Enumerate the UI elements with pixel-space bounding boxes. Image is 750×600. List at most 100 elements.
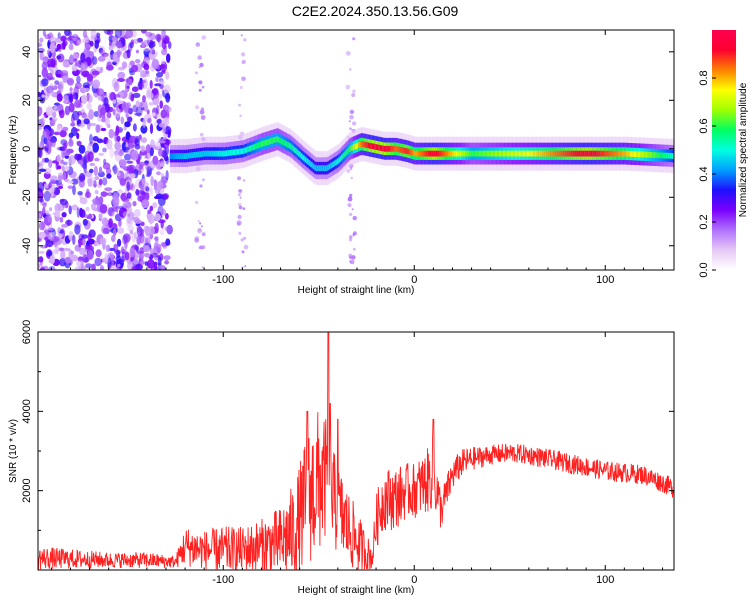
- spectrogram-noise-point: [163, 37, 169, 45]
- spectrogram-noise-point: [162, 133, 169, 137]
- spectrogram-ridge-cell: [661, 152, 664, 159]
- spectrogram-noise-point: [115, 125, 120, 136]
- spectrogram-noise-point: [99, 265, 105, 270]
- spectrogram-noise-point: [152, 155, 159, 166]
- spectrogram-ridge-cell: [377, 144, 380, 151]
- spectrogram-ridge-cell: [557, 150, 560, 157]
- spectrogram-noise-point: [145, 70, 150, 75]
- spectrogram-ridge-cell: [467, 150, 471, 157]
- spectrogram-ridge-cell: [216, 150, 219, 157]
- spectrogram-ridge-cell: [470, 150, 473, 157]
- spectrogram-ridge-cell: [298, 150, 301, 157]
- spectrogram-ridge-cell: [553, 150, 556, 157]
- spectrogram-ridge-cell: [629, 151, 632, 157]
- spectrogram-ridge-cell: [542, 150, 545, 157]
- spectrogram-noise-point: [94, 257, 102, 267]
- spectrogram-ridge-cell: [342, 153, 345, 160]
- spectrogram-noise-point: [62, 61, 70, 68]
- spectrogram-noise-point: [44, 142, 49, 153]
- spectrogram-ridge-cell: [267, 139, 270, 145]
- spectrogram-ridge-cell: [295, 148, 298, 155]
- spectrogram-noise-point: [160, 63, 166, 69]
- spectrogram-ridge-cell: [236, 149, 239, 155]
- spectrogram-ridge-cell: [350, 145, 353, 152]
- spectrogram-streak-point: [349, 259, 355, 265]
- spectrogram-noise-point: [44, 34, 52, 40]
- spectrogram-noise-point: [144, 252, 151, 258]
- spectrogram-ridge-cell: [197, 151, 201, 158]
- spectrogram-ridge-cell: [417, 150, 420, 157]
- spectrogram-ridge-cell: [525, 150, 528, 157]
- spectrogram-ridge-cell: [465, 150, 468, 157]
- spectrogram-noise-point: [99, 69, 103, 74]
- spectrogram-ridge-cell: [189, 152, 192, 159]
- spectrogram-ridge-cell: [651, 152, 654, 158]
- spectrogram-noise-point: [58, 80, 65, 85]
- spectrogram-ridge-cell: [423, 150, 426, 157]
- spectrogram-ridge-cell: [530, 150, 533, 157]
- spectrogram-ridge-cell: [179, 153, 182, 159]
- spectrogram-ridge-cell: [644, 151, 647, 158]
- spectrogram-ridge-cell: [608, 150, 611, 157]
- spectrogram-ridge-cell: [188, 152, 191, 159]
- spectrogram-ridge-cell: [286, 141, 289, 148]
- spectrogram-ridge-cell: [536, 150, 539, 157]
- spectrogram-noise-point: [49, 254, 55, 265]
- spectrogram-ridge-cell: [640, 151, 643, 158]
- spectrogram-streak-point: [194, 237, 200, 243]
- spectrogram-ridge-cell: [363, 141, 366, 148]
- spectrogram-noise-point: [59, 109, 65, 119]
- spectrogram-noise-point: [116, 258, 124, 269]
- spectrogram-noise-point: [82, 237, 86, 246]
- spectrogram-noise-point: [155, 72, 164, 78]
- spectrogram-noise-point: [150, 176, 154, 187]
- spectrogram-noise-point: [90, 35, 98, 41]
- spectrogram-noise-point: [111, 235, 116, 242]
- spectrogram-noise-point: [83, 118, 90, 125]
- spectrogram-noise-point: [86, 175, 95, 185]
- spectrogram-ridge-cell: [347, 147, 350, 154]
- spectrogram-noise-point: [78, 241, 82, 248]
- spectrogram-noise-point: [43, 183, 50, 189]
- spectrogram-noise-point: [142, 48, 151, 52]
- spectrogram-noise-point: [74, 99, 82, 108]
- spectrogram-noise-point: [158, 160, 166, 164]
- spectrogram-noise-point: [164, 260, 170, 265]
- spectrogram-ridge-cell: [390, 145, 393, 152]
- spectrogram-ridge-cell: [244, 147, 247, 154]
- spectrogram-ridge-cell: [600, 150, 603, 157]
- spectrogram-noise-point: [79, 209, 86, 218]
- spectrogram-ridge-cell: [461, 150, 464, 157]
- spectrogram-noise-point: [56, 124, 62, 133]
- spectrogram-noise-point: [103, 97, 109, 107]
- spectrogram-noise-point: [41, 94, 45, 98]
- spectrogram-ridge-cell: [403, 147, 406, 154]
- spectrogram-noise-point: [161, 30, 166, 39]
- spectrogram-streak-point: [194, 200, 199, 205]
- spectrogram-ridge-cell: [176, 153, 179, 159]
- spectrogram-noise-point: [134, 209, 141, 218]
- spectrogram-noise-point: [165, 170, 169, 181]
- spectrogram-noise-point: [56, 55, 62, 60]
- spectrogram-noise-point: [166, 53, 171, 63]
- spectrogram-noise-point: [94, 157, 100, 162]
- spectrogram-noise-point: [109, 147, 115, 159]
- spectrogram-streak-point: [349, 167, 353, 171]
- spectrogram-ridge-cell: [397, 146, 400, 153]
- spectrogram-ridge-cell: [268, 138, 271, 145]
- spectrogram-ridge-cell: [635, 151, 638, 157]
- spectrogram-noise-point: [160, 109, 167, 119]
- spectrogram-y-tick-label: -40: [21, 238, 33, 254]
- spectrogram-noise-point: [81, 37, 89, 44]
- spectrogram-ridge-cell: [459, 150, 463, 157]
- spectrogram-ridge-cell: [652, 152, 655, 158]
- spectrogram-ridge-cell: [292, 145, 295, 152]
- spectrogram-ridge-cell: [593, 150, 596, 157]
- spectrogram-ridge-cell: [365, 141, 368, 148]
- spectrogram-ridge-cell: [306, 157, 309, 164]
- colorbar-gradient: [712, 30, 736, 270]
- spectrogram-noise-point: [76, 259, 83, 267]
- spectrogram-streak-point: [349, 127, 352, 131]
- spectrogram-streak-point: [351, 93, 356, 97]
- spectrogram-noise-point: [72, 92, 79, 100]
